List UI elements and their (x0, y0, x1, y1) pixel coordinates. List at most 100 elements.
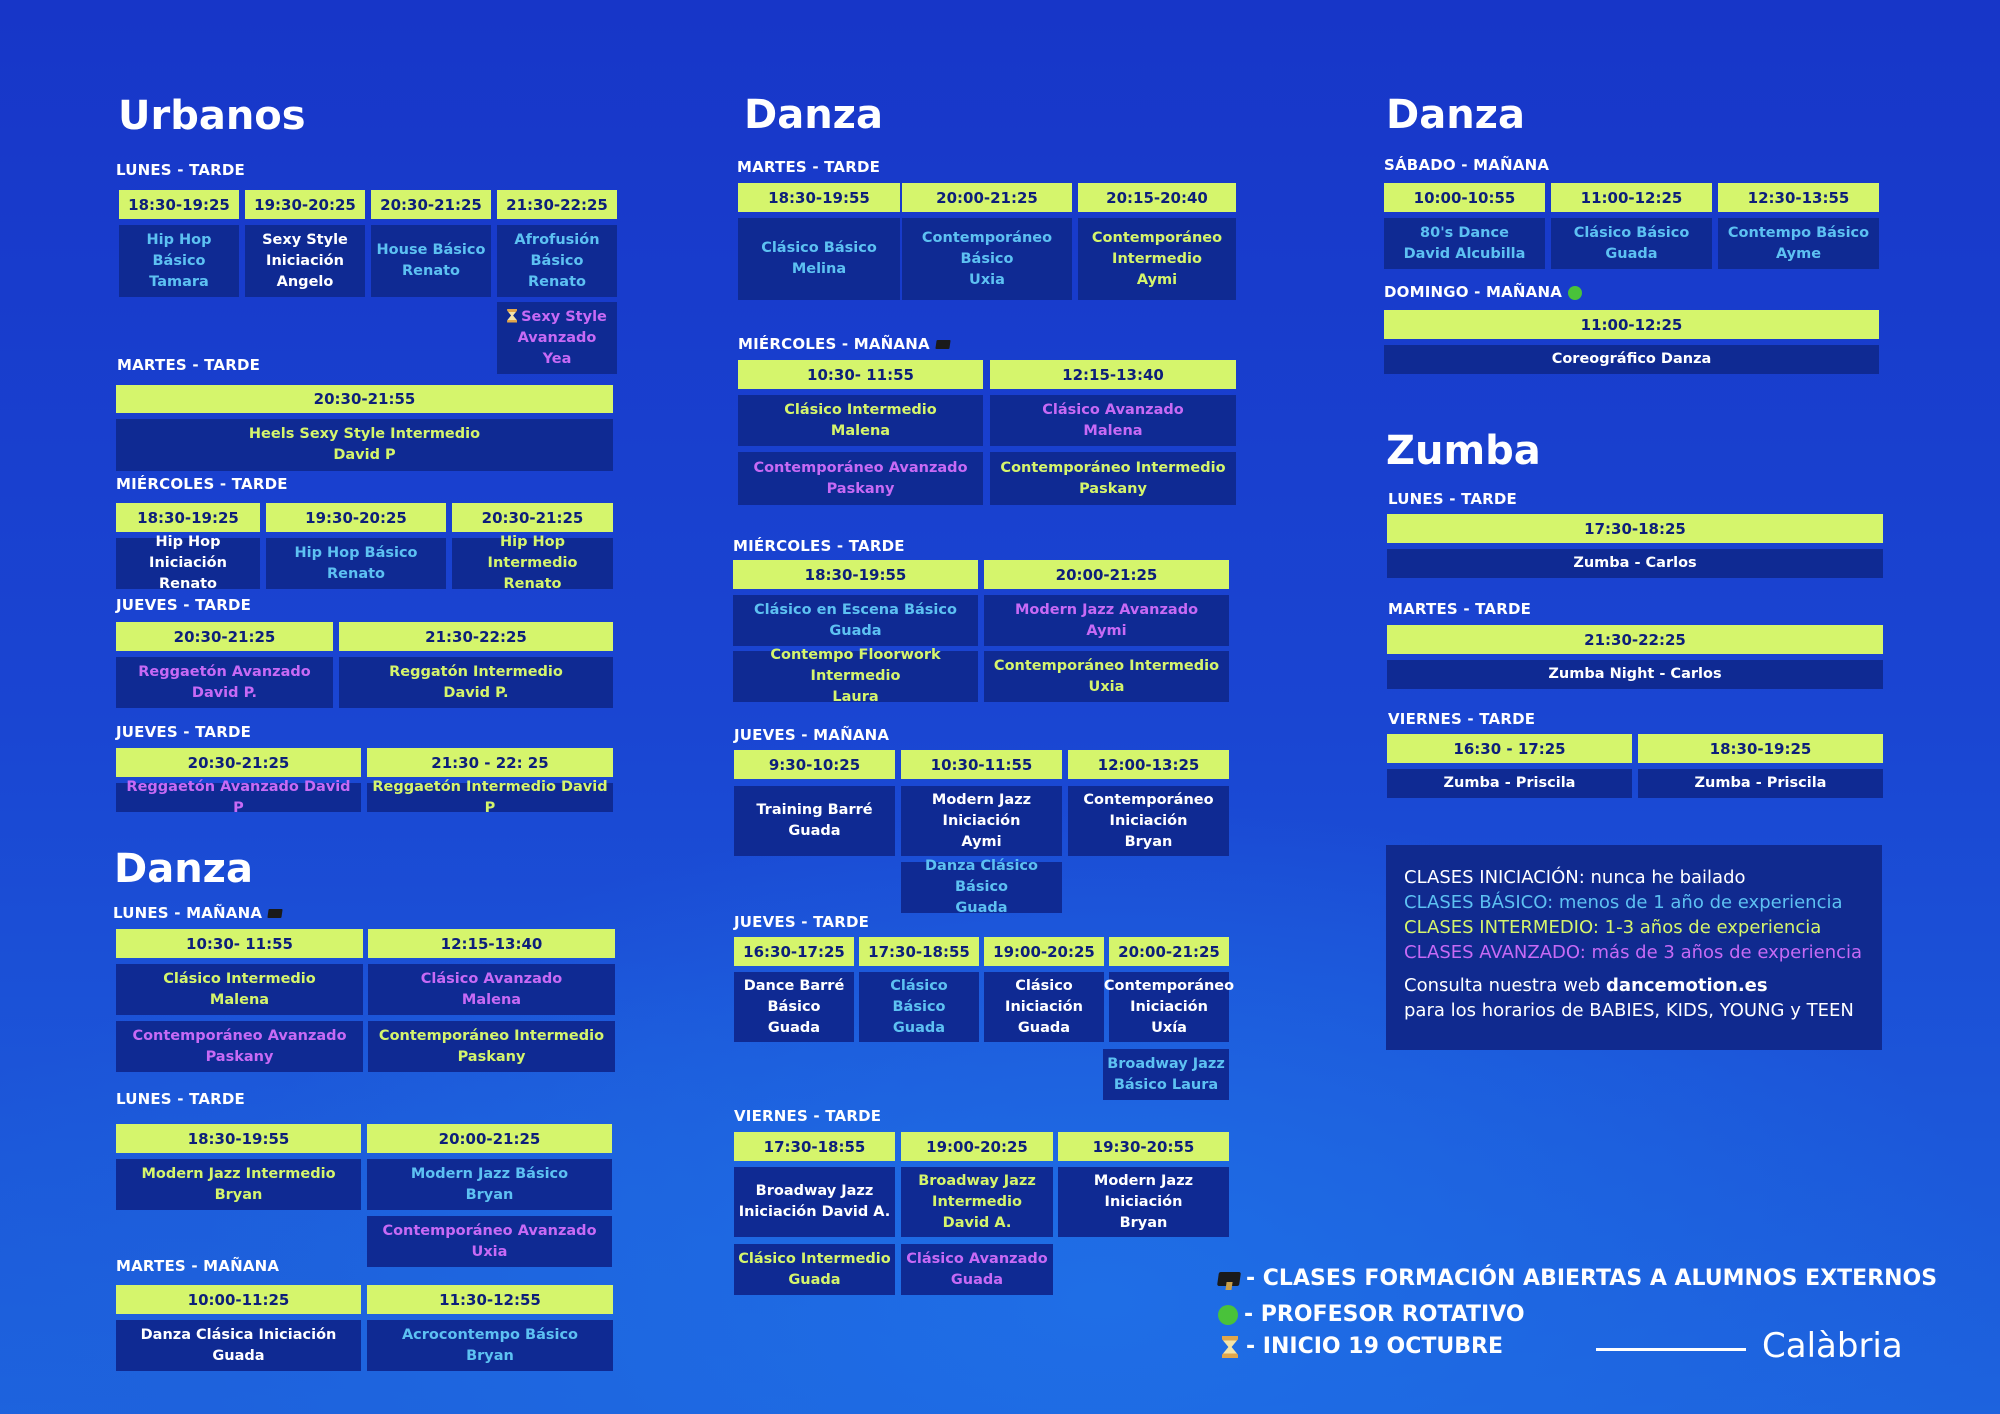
day-label-lunes-tarde-danza: LUNES - TARDE (116, 1090, 246, 1108)
class-cell: Broadway Jazz Iniciación David A. (734, 1167, 895, 1237)
day-label-jueves-manana: JUEVES - MAÑANA (734, 726, 890, 744)
time-slot: 20:30-21:25 (116, 748, 361, 777)
class-cell: Contemporáneo Iniciación Uxía (1104, 972, 1234, 1042)
class-cell: Acrocontempo Básico Bryan (367, 1320, 613, 1371)
time-slot: 19:00-20:25 (901, 1132, 1053, 1161)
time-slot: 9:30-10:25 (734, 750, 895, 779)
time-slot: 10:00-11:25 (116, 1285, 361, 1314)
info-avanzado: CLASES AVANZADO: más de 3 años de experi… (1404, 942, 1863, 963)
class-cell: Clásico Avanzado Malena (368, 964, 615, 1015)
time-slot: 12:15-13:40 (368, 929, 615, 958)
day-label-miercoles-tarde: MIÉRCOLES - TARDE (733, 537, 905, 555)
class-cell: Contemporáneo Avanzado Paskany (116, 1021, 363, 1072)
time-slot: 10:30- 11:55 (116, 929, 363, 958)
class-cell: Sexy Style Iniciación Angelo (245, 225, 365, 297)
day-label-sabado-manana: SÁBADO - MAÑANA (1384, 156, 1550, 174)
time-slot: 17:30-18:25 (1387, 514, 1883, 543)
time-slot: 18:30-19:55 (738, 183, 900, 212)
time-slot: 20:00-21:25 (902, 183, 1072, 212)
time-slot: 18:30-19:25 (1638, 734, 1883, 763)
time-slot: 21:30-22:25 (339, 622, 613, 651)
class-cell: Clásico en Escena Básico Guada (733, 595, 978, 646)
class-cell: Contemporáneo Avanzado Uxia (367, 1216, 612, 1267)
time-slot: 19:30-20:25 (245, 190, 365, 219)
day-label-jueves-tarde: JUEVES - TARDE (116, 596, 252, 614)
section-title-urbanos: Urbanos (118, 93, 306, 139)
class-cell: Danza Clásica Iniciación Guada (116, 1320, 361, 1371)
class-cell: Reggatón Intermedio David P. (339, 657, 613, 708)
class-cell: Hip Hop Básico Renato (266, 538, 446, 589)
time-slot: 11:00-12:25 (1551, 183, 1712, 212)
time-slot: 12:00-13:25 (1068, 750, 1229, 779)
class-cell: Broadway Jazz Básico Laura (1103, 1049, 1229, 1100)
info-web-subline: para los horarios de BABIES, KIDS, YOUNG… (1404, 1000, 1854, 1021)
class-cell: Modern Jazz Iniciación Aymi (901, 786, 1062, 856)
time-slot: 10:30- 11:55 (738, 360, 983, 389)
time-slot: 18:30-19:25 (116, 503, 260, 532)
time-slot: 10:00-10:55 (1384, 183, 1545, 212)
time-slot: 21:30 - 22: 25 (367, 748, 613, 777)
info-iniciacion: CLASES INICIACIÓN: nunca he bailado (1404, 867, 1746, 888)
class-cell: Contemporáneo Intermedio Paskany (990, 452, 1236, 505)
time-slot: 21:30-22:25 (1387, 625, 1883, 654)
class-cell: Clásico Iniciación Guada (984, 972, 1104, 1042)
class-cell: Modern Jazz Básico Bryan (367, 1159, 612, 1210)
class-cell: Contemporáneo Intermedio Paskany (368, 1021, 615, 1072)
time-slot: 20:30-21:25 (452, 503, 613, 532)
time-slot: 10:30-11:55 (901, 750, 1062, 779)
graduation-cap-icon (935, 340, 951, 349)
time-slot: 20:30-21:25 (116, 622, 333, 651)
time-slot: 18:30-19:25 (119, 190, 239, 219)
class-cell-sexy-style-avanzado: Sexy Style Avanzado Yea (497, 302, 617, 374)
day-label-domingo-manana: DOMINGO - MAÑANA (1384, 283, 1583, 301)
graduation-cap-icon (1217, 1272, 1241, 1286)
time-slot: 18:30-19:55 (116, 1124, 361, 1153)
hourglass-icon (507, 308, 518, 323)
time-slot: 21:30-22:25 (497, 190, 617, 219)
class-cell: Contemporáneo Intermedio Uxia (984, 651, 1229, 702)
hourglass-icon (1222, 1336, 1238, 1358)
class-cell: Contemporáneo Avanzado Paskany (738, 452, 983, 505)
time-slot: 20:00-21:25 (367, 1124, 612, 1153)
day-label-viernes-tarde: VIERNES - TARDE (1388, 710, 1536, 728)
class-cell: 80's Dance David Alcubilla (1384, 218, 1545, 269)
day-label-miercoles-tarde: MIÉRCOLES - TARDE (116, 475, 288, 493)
class-cell: Hip Hop Básico Tamara (119, 225, 239, 297)
class-cell: Broadway Jazz Intermedio David A. (901, 1167, 1053, 1237)
class-cell: Zumba - Priscila (1638, 769, 1883, 798)
day-label-martes-tarde: MARTES - TARDE (1388, 600, 1532, 618)
green-dot-icon (1568, 285, 1583, 300)
time-slot: 20:30-21:25 (371, 190, 491, 219)
day-label-martes-tarde: MARTES - TARDE (117, 356, 261, 374)
class-cell: Reggaetón Avanzado David P. (116, 657, 333, 708)
time-slot: 11:00-12:25 (1384, 310, 1879, 339)
class-cell: Hip Hop Iniciación Renato (116, 534, 260, 592)
time-slot: 20:30-21:55 (116, 385, 613, 413)
section-title-danza-col2: Danza (744, 92, 883, 138)
day-label-martes-manana: MARTES - MAÑANA (116, 1257, 280, 1275)
section-title-zumba: Zumba (1386, 428, 1541, 474)
info-web-line: Consulta nuestra web dancemotion.es (1404, 975, 1768, 996)
class-cell: Contemporáneo Básico Uxia (902, 218, 1072, 300)
legend-rotativo: - PROFESOR ROTATIVO (1218, 1302, 1525, 1327)
time-slot: 17:30-18:55 (734, 1132, 895, 1161)
day-label-lunes-manana: LUNES - MAÑANA (113, 904, 283, 922)
class-cell: Zumba - Carlos (1387, 549, 1883, 578)
class-cell: Clásico Intermedio Malena (738, 395, 983, 446)
day-label-jueves-tarde: JUEVES - TARDE (734, 913, 870, 931)
website-link[interactable]: dancemotion.es (1606, 975, 1768, 996)
info-intermedio: CLASES INTERMEDIO: 1-3 años de experienc… (1404, 917, 1822, 938)
time-slot: 16:30-17:25 (734, 937, 854, 966)
time-slot: 17:30-18:55 (859, 937, 979, 966)
time-slot: 12:15-13:40 (990, 360, 1236, 389)
class-cell: Dance Barré Básico Guada (734, 972, 854, 1042)
class-cell: Heels Sexy Style Intermedio David P (116, 419, 613, 471)
time-slot: 16:30 - 17:25 (1387, 734, 1632, 763)
class-cell: Clásico Intermedio Malena (116, 964, 363, 1015)
time-slot: 19:30-20:55 (1058, 1132, 1229, 1161)
brand-name: Calàbria (1762, 1326, 1903, 1366)
class-cell: Clásico Avanzado Malena (990, 395, 1236, 446)
class-cell: Clásico Avanzado Guada (901, 1244, 1053, 1295)
class-cell: Hip Hop Intermedio Renato (452, 534, 613, 592)
class-cell: Clásico Básico Melina (738, 218, 900, 300)
